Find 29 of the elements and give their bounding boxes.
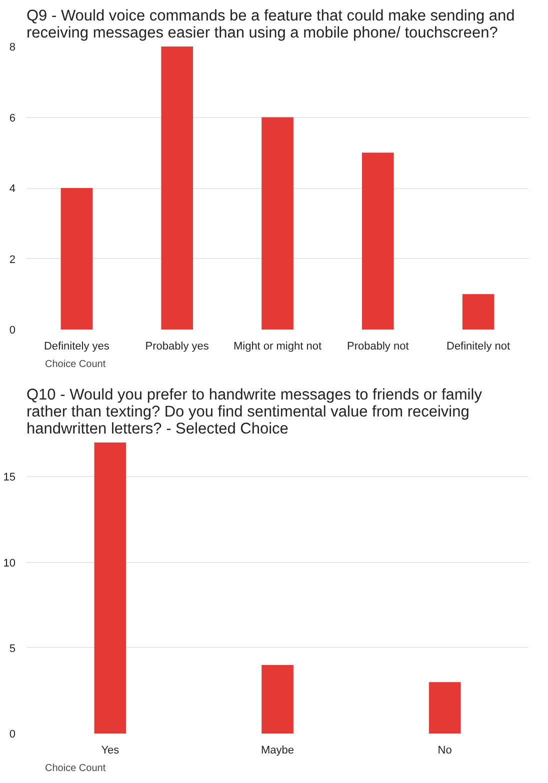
y-tick-label: 8 <box>9 42 16 54</box>
bar <box>262 117 294 330</box>
y-tick-label: 10 <box>3 557 16 570</box>
y-tick-label: 5 <box>9 642 16 655</box>
x-tick-label: Yes <box>101 744 120 756</box>
x-tick-label: Might or might not <box>233 340 322 352</box>
bar <box>161 46 194 330</box>
y-tick-label: 2 <box>9 254 16 266</box>
x-tick-label: No <box>438 744 452 756</box>
y-tick-label: 4 <box>9 183 16 195</box>
text: Choice Count <box>45 763 106 774</box>
x-tick-label: Probably yes <box>145 340 210 352</box>
y-tick-label: 0 <box>9 728 16 740</box>
chart-title: Q10 - Would you prefer to handwrite messages to friends or family rather than texting? Do you find sentimental value from receiving handwritten letters? - Selected Choice <box>26 386 482 438</box>
text: Choice Count <box>45 359 106 370</box>
y-tick-label: 6 <box>9 112 16 124</box>
bar <box>362 152 394 330</box>
x-tick-label: Definitely yes <box>44 340 110 352</box>
x-tick-label: Maybe <box>260 744 294 756</box>
y-tick-label: 15 <box>3 472 16 484</box>
bar <box>94 442 126 734</box>
y-tick-label: 0 <box>9 324 16 336</box>
chart-title: Q9 - Would voice commands be a feature that could make sending and receiving messages easier than using a mobile phone/ touchscreen? <box>26 8 515 42</box>
x-tick-label: Definitely not <box>446 340 510 352</box>
bar <box>60 188 93 330</box>
bar <box>462 294 494 330</box>
bar <box>262 665 294 734</box>
bar <box>428 682 461 734</box>
x-tick-label: Probably not <box>347 340 409 352</box>
